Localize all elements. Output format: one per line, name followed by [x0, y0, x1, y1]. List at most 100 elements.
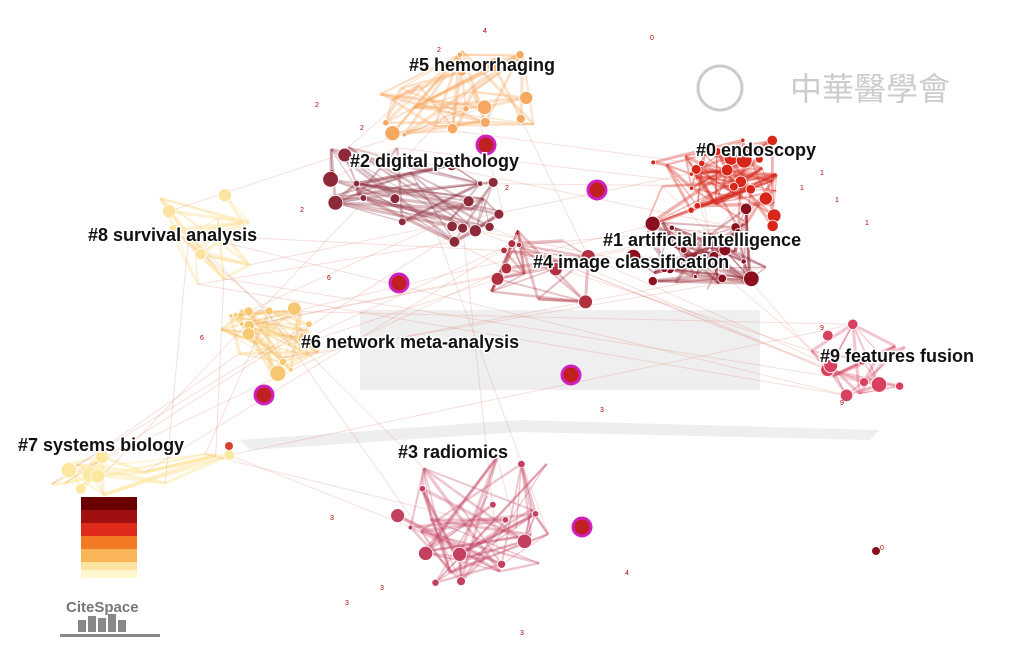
- node: [168, 233, 179, 244]
- edge: [144, 453, 217, 474]
- node: [445, 159, 458, 172]
- edge: [675, 188, 752, 284]
- node: [734, 228, 742, 236]
- edge: [400, 54, 461, 89]
- edge: [457, 540, 525, 561]
- edge: [471, 197, 485, 211]
- hub-node: [388, 272, 410, 294]
- edge: [392, 120, 480, 135]
- edge: [235, 316, 308, 332]
- node: [90, 468, 106, 484]
- edge: [174, 229, 847, 396]
- node-label: 0: [650, 35, 654, 42]
- node-label: 3: [345, 600, 349, 607]
- cluster-label: #2 digital pathology: [350, 151, 519, 171]
- edge: [458, 456, 499, 555]
- edge: [684, 155, 693, 189]
- edge: [423, 468, 451, 573]
- edge: [458, 512, 537, 556]
- edge: [308, 266, 766, 356]
- edge: [396, 514, 503, 566]
- edge: [188, 225, 219, 236]
- node: [456, 65, 468, 77]
- edge: [697, 202, 775, 208]
- node: [479, 117, 491, 128]
- edge: [188, 234, 225, 280]
- node: [745, 184, 756, 195]
- edge: [413, 106, 466, 110]
- edge: [506, 255, 589, 271]
- labels: #0 endoscopy #1 artificial intelligence #2…: [17, 28, 976, 637]
- node: [856, 354, 868, 366]
- edge: [385, 54, 461, 124]
- edge: [457, 539, 526, 562]
- node: [456, 576, 466, 587]
- node: [688, 171, 694, 177]
- edge: [520, 118, 589, 258]
- node: [322, 171, 339, 188]
- edge: [423, 467, 526, 543]
- node: [401, 131, 408, 138]
- edge: [515, 464, 523, 530]
- edge: [830, 324, 854, 366]
- edge: [102, 453, 206, 477]
- edge: [221, 316, 236, 330]
- edge: [472, 90, 527, 100]
- edge: [173, 221, 244, 240]
- edge: [520, 463, 537, 515]
- edge: [420, 488, 452, 574]
- edge: [357, 194, 507, 269]
- edge: [715, 151, 718, 204]
- edge: [423, 503, 494, 553]
- edge: [734, 250, 767, 269]
- edge: [64, 227, 463, 484]
- node: [644, 215, 661, 232]
- hub-node: [586, 179, 608, 201]
- edge: [385, 99, 393, 123]
- edge: [200, 221, 244, 255]
- node: [94, 449, 110, 464]
- edge: [188, 234, 425, 469]
- edge: [204, 310, 270, 455]
- edge: [587, 256, 831, 367]
- edge: [694, 246, 710, 277]
- edge: [229, 454, 422, 532]
- edge: [385, 64, 495, 124]
- node: [822, 329, 834, 342]
- node: [870, 376, 888, 393]
- node: [457, 222, 469, 234]
- edge: [832, 352, 881, 378]
- edge: [289, 310, 303, 370]
- node: [389, 193, 401, 205]
- edge: [695, 168, 775, 217]
- edge: [770, 173, 778, 182]
- edge: [420, 530, 540, 565]
- edge: [736, 181, 742, 228]
- logo-icon: [60, 614, 160, 637]
- node: [739, 202, 753, 215]
- edge: [223, 278, 865, 383]
- edge: [695, 176, 741, 183]
- edge: [644, 173, 777, 228]
- node: [839, 388, 854, 403]
- edge: [344, 154, 451, 220]
- edge: [404, 120, 480, 136]
- edge: [282, 310, 302, 363]
- edge: [685, 139, 773, 157]
- node: [766, 134, 778, 147]
- edge: [661, 222, 720, 285]
- edge: [430, 518, 532, 537]
- node: [269, 364, 287, 382]
- edge: [661, 185, 710, 234]
- edge: [773, 174, 778, 204]
- edge: [356, 163, 453, 186]
- node: [484, 221, 495, 232]
- edge: [459, 513, 536, 555]
- edge: [744, 208, 751, 283]
- node: [468, 224, 482, 238]
- edge: [646, 233, 720, 258]
- edge: [173, 220, 243, 232]
- hub-node: [253, 384, 275, 406]
- edge: [423, 456, 498, 553]
- edge: [68, 323, 310, 471]
